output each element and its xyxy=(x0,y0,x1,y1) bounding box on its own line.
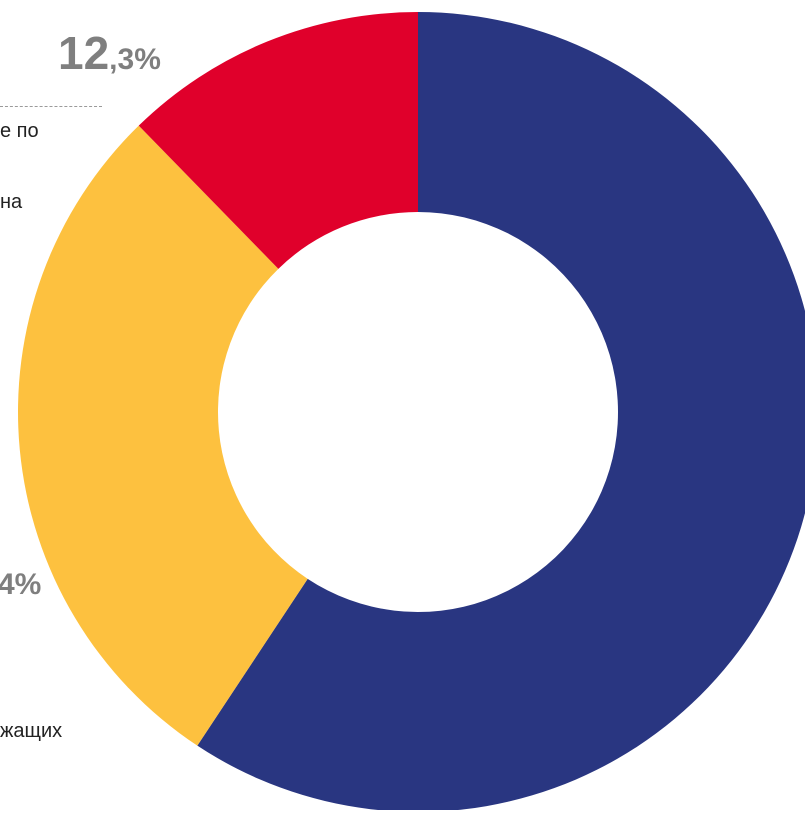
slice-value-frac-yellow: 4% xyxy=(0,568,42,601)
leader-line xyxy=(0,106,102,107)
slice-value-label-red: 12,3% xyxy=(58,30,161,76)
category-label-fragment-3: жащих xyxy=(0,720,63,742)
slice-yellow xyxy=(18,125,308,746)
category-label-fragment-1: е по xyxy=(0,120,39,142)
slice-value-label-yellow: 4% xyxy=(0,570,41,600)
slice-red xyxy=(138,12,418,269)
slice-value-frac-red: ,3% xyxy=(109,43,161,76)
slice-navy xyxy=(197,12,805,812)
category-label-fragment-2: на xyxy=(0,191,23,213)
slice-value-int-red: 12 xyxy=(58,27,110,79)
